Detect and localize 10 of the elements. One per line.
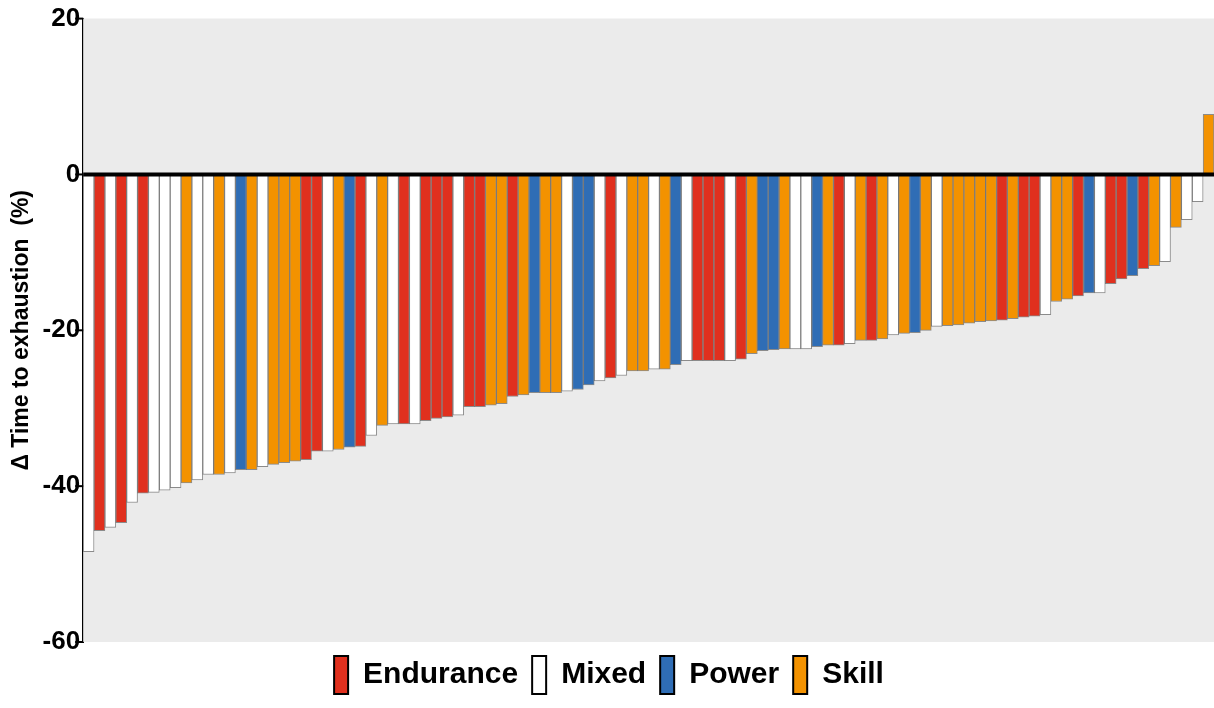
y-tick-label: -40 [42, 469, 81, 500]
legend-label: Endurance [363, 656, 519, 690]
y-tick-label: 0 [65, 157, 81, 188]
y-tick-label: 20 [51, 1, 81, 32]
legend-label: Skill [822, 656, 884, 690]
legend-label: Mixed [561, 656, 647, 690]
y-axis-title: Δ Time to exhaustion (%) [7, 189, 34, 471]
y-tick-label: -60 [42, 625, 81, 656]
y-tick-label: -20 [42, 313, 81, 344]
legend-label: Power [689, 656, 780, 690]
